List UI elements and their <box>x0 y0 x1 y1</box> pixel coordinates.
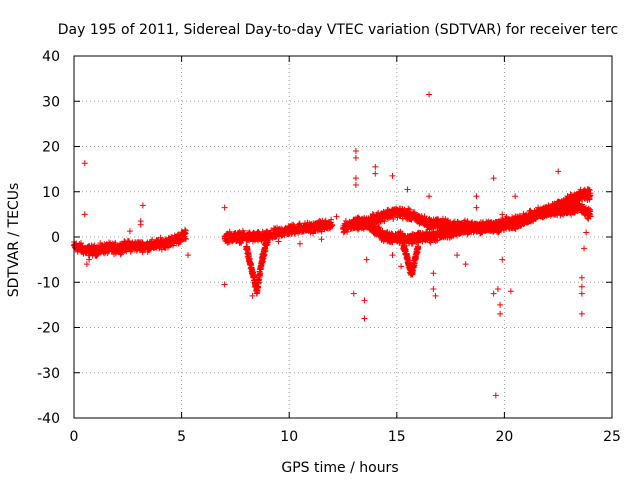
data-point <box>329 222 336 229</box>
y-tick-label: -20 <box>37 321 60 337</box>
y-tick-label: -30 <box>37 366 60 382</box>
y-tick-label: 20 <box>42 140 60 156</box>
data-point <box>127 248 134 255</box>
data-point <box>369 210 376 217</box>
x-tick-label: 15 <box>388 429 406 445</box>
chart-title: Day 195 of 2011, Sidereal Day-to-day VTE… <box>58 22 618 38</box>
y-tick-label: 10 <box>42 185 60 201</box>
x-tick-label: 25 <box>603 429 621 445</box>
data-point <box>439 215 446 222</box>
marks-layer <box>71 91 594 399</box>
x-tick-label: 10 <box>280 429 298 445</box>
x-tick-label: 20 <box>495 429 513 445</box>
tick-layer: 0 5 10 15 20 25 -40 -30 -20 -10 0 10 20 30 40 <box>37 49 621 445</box>
data-point <box>182 227 189 234</box>
y-tick-label: 40 <box>42 49 60 65</box>
y-tick-label: 30 <box>42 94 60 110</box>
x-tick-label: 0 <box>70 429 79 445</box>
data-point <box>381 218 388 225</box>
data-point <box>434 237 441 244</box>
data-point <box>328 216 335 223</box>
data-point <box>182 236 189 243</box>
data-point <box>342 217 349 224</box>
data-point <box>586 187 593 194</box>
x-axis-label: GPS time / hours <box>281 460 398 476</box>
data-point <box>587 190 594 197</box>
y-axis-label: SDTVAR / TECUs <box>6 183 22 298</box>
y-tick-label: 0 <box>51 230 60 246</box>
data-point <box>406 206 413 213</box>
y-tick-label: -40 <box>37 411 60 427</box>
grid-layer <box>74 56 612 418</box>
data-point <box>376 224 383 231</box>
x-tick-label: 5 <box>177 429 186 445</box>
y-tick-label: -10 <box>37 275 60 291</box>
